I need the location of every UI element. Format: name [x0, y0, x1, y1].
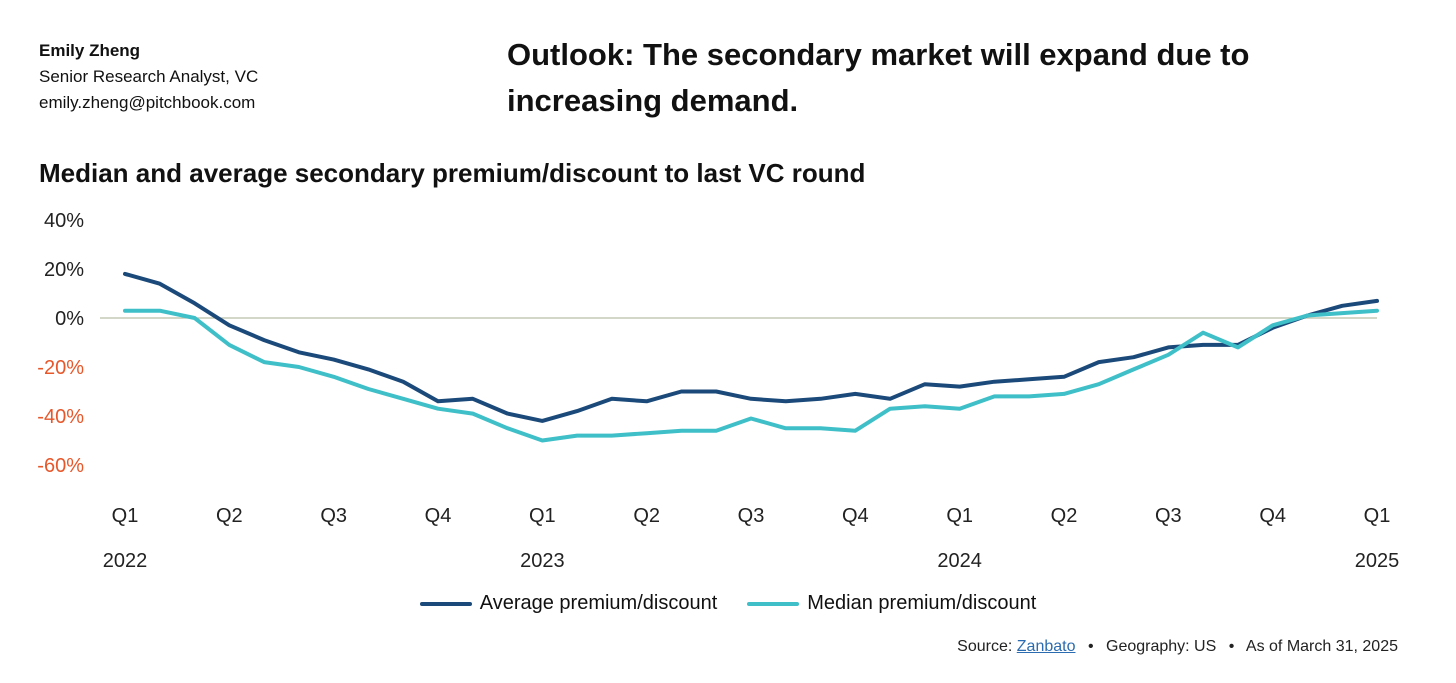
author-role: Senior Research Analyst, VC	[39, 67, 259, 86]
y-tick-label: -60%	[37, 455, 84, 477]
author-name: Emily Zheng	[39, 41, 141, 60]
line-chart: 40% 20% 0% -20% -40% -60% Q1 Q2 Q3 Q4 Q1 Q2 Q3 Q4 Q1 Q2…	[37, 210, 1400, 572]
source-prefix: Source:	[957, 638, 1013, 655]
legend-label-median: Median premium/discount	[807, 592, 1037, 614]
x-tick-label: Q4	[842, 505, 869, 527]
bullet-separator: •	[1228, 638, 1235, 655]
source-line: Source: Zanbato • Geography: US • As of …	[957, 638, 1398, 656]
x-tick-label: Q1	[529, 505, 556, 527]
y-tick-label: -20%	[37, 357, 84, 379]
x-year-label: 2024	[937, 550, 982, 572]
x-tick-label: Q1	[1364, 505, 1391, 527]
legend-swatch-average	[419, 601, 472, 606]
y-tick-label: -40%	[37, 406, 84, 428]
x-tick-label: Q3	[1155, 505, 1182, 527]
legend: Average premium/discount Median premium/…	[0, 592, 1456, 615]
y-tick-label: 40%	[44, 210, 84, 232]
x-tick-label: Q3	[738, 505, 765, 527]
bullet-separator: •	[1087, 638, 1094, 655]
y-tick-label: 0%	[55, 308, 84, 330]
x-tick-label: Q1	[112, 505, 139, 527]
x-tick-label: Q3	[320, 505, 347, 527]
legend-item-median: Median premium/discount	[747, 592, 1036, 615]
author-email: emily.zheng@pitchbook.com	[39, 93, 256, 112]
x-tick-label: Q1	[946, 505, 973, 527]
headline: Outlook: The secondary market will expan…	[507, 37, 1250, 118]
x-tick-label: Q2	[633, 505, 660, 527]
x-tick-label: Q2	[216, 505, 243, 527]
x-year-label: 2023	[520, 550, 565, 572]
source-as-of: As of March 31, 2025	[1245, 638, 1398, 655]
x-tick-label: Q4	[1259, 505, 1286, 527]
x-year-label: 2025	[1355, 550, 1400, 572]
legend-swatch-median	[747, 601, 800, 606]
source-geography: Geography: US	[1106, 638, 1217, 655]
median-series-line	[123, 308, 1379, 443]
x-year-label: 2022	[103, 550, 148, 572]
source-link[interactable]: Zanbato	[1016, 638, 1076, 655]
chart-title: Median and average secondary premium/dis…	[39, 158, 866, 188]
legend-label-average: Average premium/discount	[479, 592, 718, 614]
legend-item-average: Average premium/discount	[419, 592, 718, 615]
average-series-line	[123, 271, 1379, 423]
author-block: Emily Zheng Senior Research Analyst, VC …	[39, 38, 258, 116]
x-tick-label: Q2	[1051, 505, 1078, 527]
x-tick-label: Q4	[425, 505, 452, 527]
y-tick-label: 20%	[44, 259, 84, 281]
